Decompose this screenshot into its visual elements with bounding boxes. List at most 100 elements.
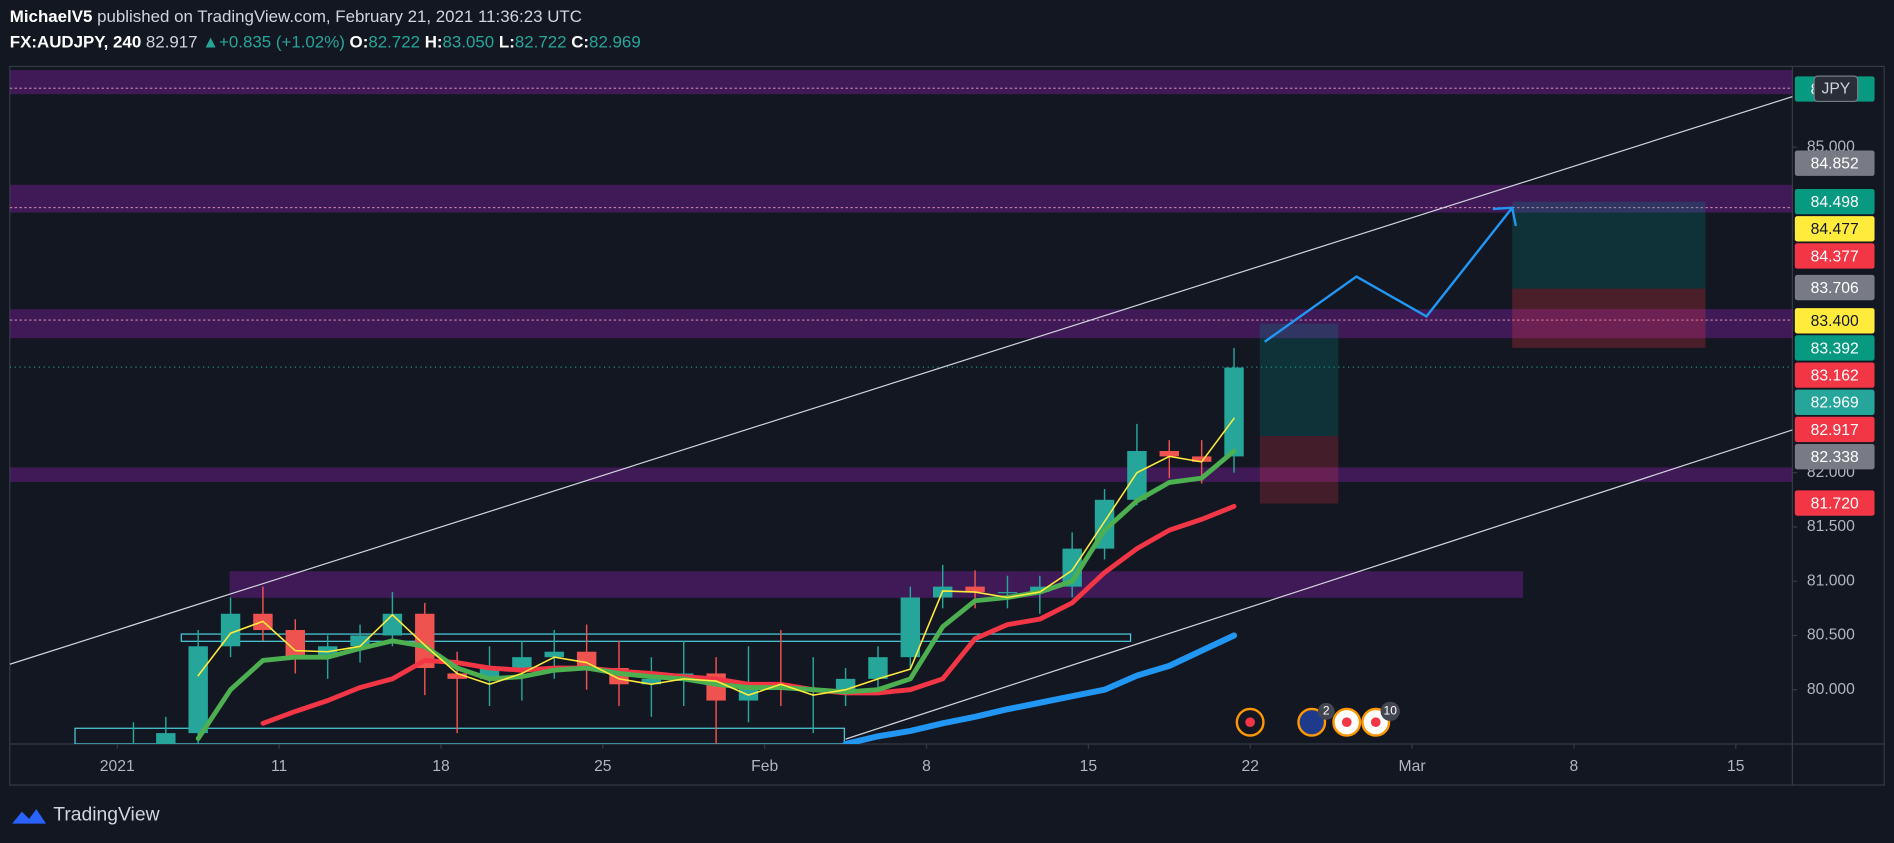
ohlc-label: C: xyxy=(571,33,589,52)
event-badge xyxy=(1380,701,1400,722)
arrow-head xyxy=(1492,206,1518,227)
event-icon xyxy=(1235,707,1265,737)
range-box xyxy=(74,727,845,744)
candle-body xyxy=(544,651,564,658)
price-label-box xyxy=(1794,335,1875,361)
price-label: 84.377 xyxy=(1811,248,1859,265)
candle-body xyxy=(835,678,856,690)
footer: TradingView xyxy=(12,804,160,825)
ohlc-label: O: xyxy=(350,33,369,52)
zone xyxy=(9,467,1793,482)
symbol: FX:AUDJPY, 240 xyxy=(10,33,141,52)
change-arrow: ▲ xyxy=(202,33,219,52)
price-label-box xyxy=(1794,274,1875,301)
price-label: 82.338 xyxy=(1811,449,1859,466)
event-icon xyxy=(1297,707,1327,737)
price-label: 82.969 xyxy=(1811,395,1859,412)
candle-body xyxy=(1224,367,1244,457)
zone xyxy=(9,70,1793,95)
y-tick-label: 80.000 xyxy=(1807,681,1855,698)
price-label-box xyxy=(1794,443,1875,470)
price-label: 84.477 xyxy=(1811,221,1859,238)
target-box xyxy=(1512,201,1706,289)
x-tick-label: 8 xyxy=(1570,758,1579,775)
events: 2 10 xyxy=(1235,701,1400,737)
last-price: 82.917 xyxy=(146,33,198,52)
x-tick-label: 11 xyxy=(271,758,287,775)
currency-box xyxy=(1813,75,1859,103)
moving-average xyxy=(260,503,1237,726)
candle-body xyxy=(156,733,176,744)
price-label: 84.852 xyxy=(1811,156,1859,173)
event-dot xyxy=(1370,717,1381,728)
price-label-box xyxy=(1794,308,1875,334)
candle-body xyxy=(220,613,241,647)
target-box xyxy=(1259,323,1339,436)
moving-average xyxy=(197,417,1235,696)
candle-body xyxy=(997,592,1018,594)
candle-body xyxy=(1191,456,1212,462)
x-tick-label: 22 xyxy=(1241,758,1258,775)
moving-average xyxy=(842,632,1238,744)
price-label-box xyxy=(1794,416,1875,443)
range-box xyxy=(180,633,1132,642)
event-dot xyxy=(1341,717,1352,728)
event-dot xyxy=(1245,717,1255,728)
ohlc-label: H: xyxy=(425,33,443,52)
y-tick-label: 80.500 xyxy=(1807,627,1855,644)
x-tick-label: Mar xyxy=(1399,758,1426,775)
candle-body xyxy=(415,613,435,669)
candle-body xyxy=(1030,586,1050,593)
moving-average xyxy=(195,448,1237,741)
y-tick-label: 81.000 xyxy=(1807,572,1855,589)
candle-body xyxy=(1159,450,1180,457)
price-label-box xyxy=(1794,389,1875,415)
change: +0.835 (+1.02%) xyxy=(219,33,345,52)
y-tick-label: 81.500 xyxy=(1807,518,1855,535)
x-tick-label: 2021 xyxy=(100,758,135,775)
price-label: 83.392 xyxy=(1811,340,1859,357)
currency: JPY xyxy=(1822,81,1851,98)
x-tick-label: 18 xyxy=(432,758,450,775)
price-label: 82.917 xyxy=(1811,422,1859,439)
projection-arrow xyxy=(1263,206,1514,343)
candle-body xyxy=(188,646,208,734)
axes: 2021 11 18 25 Feb 8 15 22 Mar 8 1585.00082.00081.5… xyxy=(100,75,1875,775)
publish-line: MichaelV5 published on TradingView.com, … xyxy=(10,8,582,27)
plot xyxy=(132,347,1244,744)
x-tick-label: Feb xyxy=(751,758,778,775)
zone xyxy=(9,309,1793,339)
event-count: 10 xyxy=(1384,704,1398,718)
price-label: 83.706 xyxy=(1811,280,1859,297)
logo xyxy=(12,809,47,824)
ohlc-value: 82.969 xyxy=(589,33,641,52)
x-tick-label: 25 xyxy=(594,758,612,775)
ohlc-label: L: xyxy=(499,33,515,52)
event-badge xyxy=(1317,702,1335,720)
zone xyxy=(229,571,1524,598)
price-label-box xyxy=(1794,216,1875,242)
candle-body xyxy=(479,668,500,679)
x-tick-label: 15 xyxy=(1080,758,1098,775)
price-label: 83.162 xyxy=(1811,367,1859,384)
event-count: 2 xyxy=(1323,704,1330,718)
ohlc-value: 83.050 xyxy=(443,33,495,52)
price-label: 81.720 xyxy=(1811,495,1859,512)
price-label-box xyxy=(1794,490,1875,516)
trend-line xyxy=(845,429,1793,740)
frame xyxy=(9,65,1885,786)
x-tick-label: 15 xyxy=(1727,758,1745,775)
author: MichaelV5 xyxy=(10,8,93,27)
price-label-box xyxy=(1794,243,1875,269)
ohlc-value: 82.722 xyxy=(368,33,420,52)
price-label: 83.400 xyxy=(1811,313,1859,330)
candle-body xyxy=(447,673,467,679)
candle-body xyxy=(641,678,662,685)
published: published on TradingView.com, February 2… xyxy=(97,8,582,27)
brand: TradingView xyxy=(53,804,159,825)
candle-body xyxy=(965,586,985,593)
drawings xyxy=(9,70,1793,744)
candle-body xyxy=(512,657,532,669)
